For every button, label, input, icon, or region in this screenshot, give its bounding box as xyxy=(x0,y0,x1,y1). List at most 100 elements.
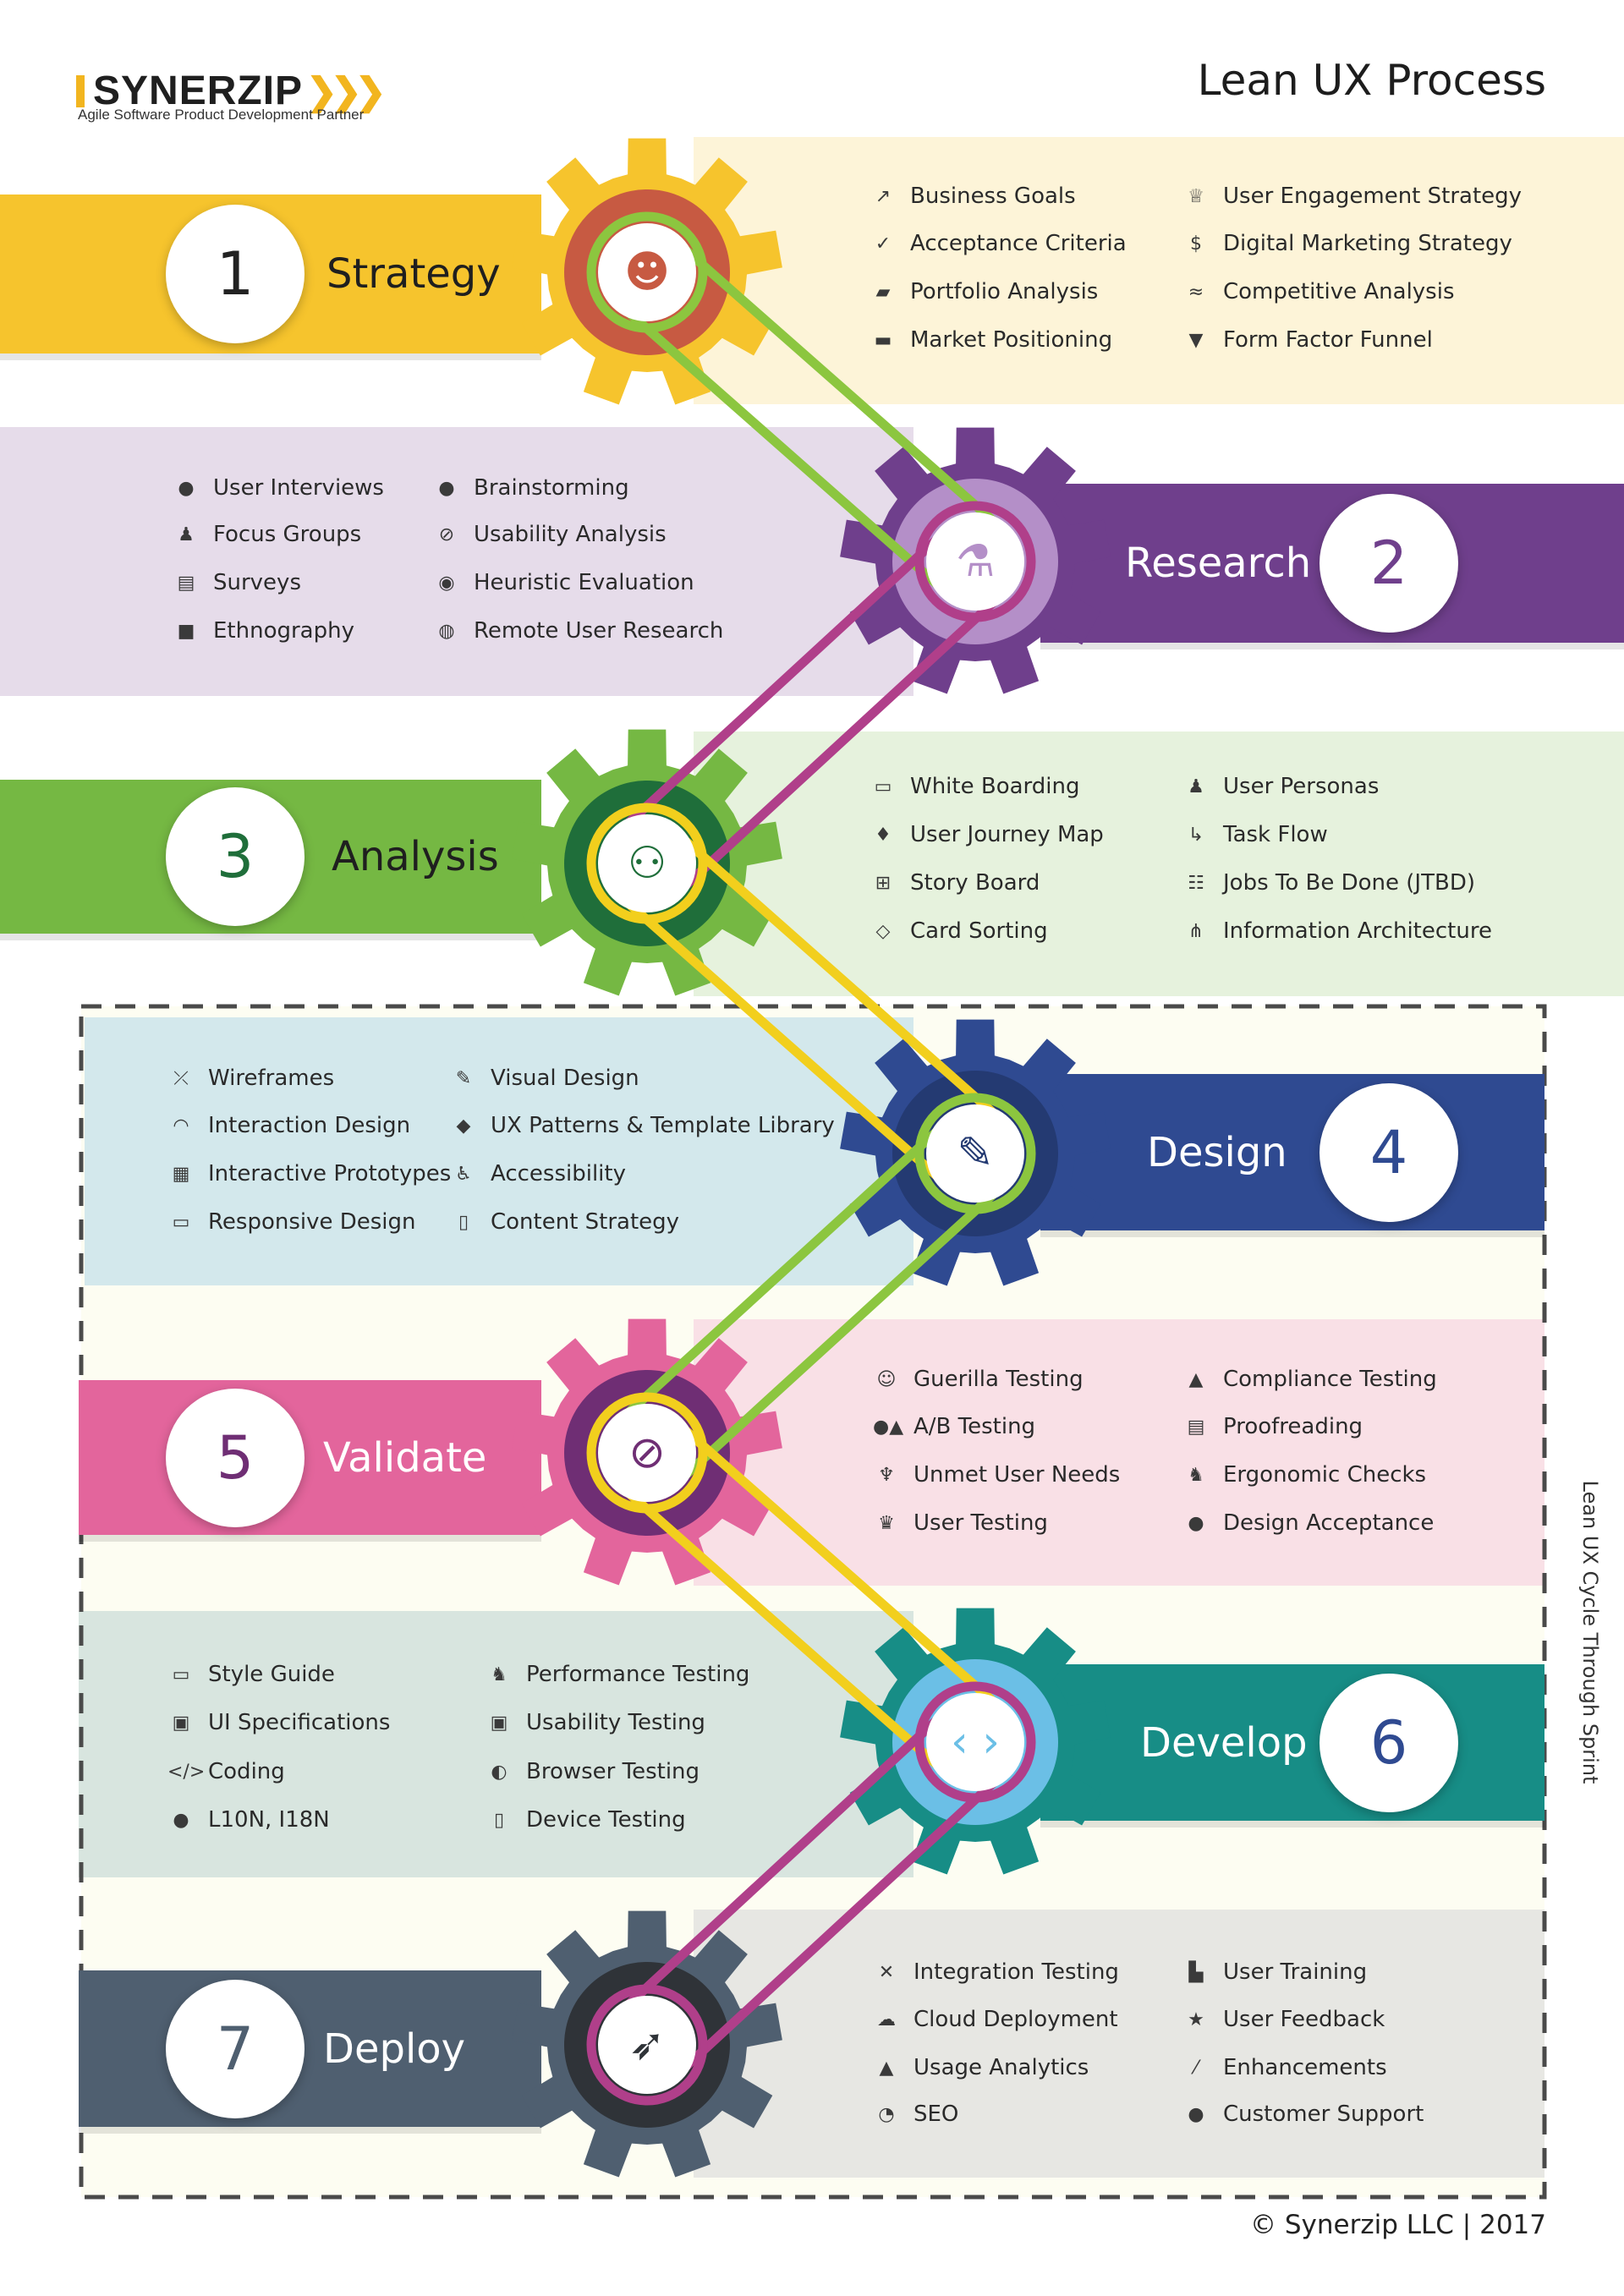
stage-number-7: 7 xyxy=(166,1979,304,2118)
stage-title-strategy: Strategy xyxy=(326,250,501,298)
stage-item-label: Coding xyxy=(208,1759,285,1784)
stage-item-label: Usability Testing xyxy=(526,1710,705,1735)
stage-hub-ring-5 xyxy=(586,1392,708,1514)
stage-3-item: ♦ User Journey Map xyxy=(870,822,1104,847)
copyright-footer: © Synerzip LLC | 2017 xyxy=(1250,2210,1546,2240)
stage-1-item: ≈ Competitive Analysis xyxy=(1182,279,1455,304)
stage-7-item: ● Customer Support xyxy=(1182,2101,1424,2127)
stage-hub-2 xyxy=(926,512,1024,611)
stage-band-shadow-6 xyxy=(1040,1821,1544,1827)
stage-5-item: ▲ Compliance Testing xyxy=(1182,1367,1437,1392)
stage-panel-7 xyxy=(694,1910,1544,2178)
stage-band-shadow-7 xyxy=(79,2127,541,2134)
connector-3-a xyxy=(614,890,952,1190)
stage-3-item: ↳ Task Flow xyxy=(1182,822,1328,847)
stage-3-item: ⋔ Information Architecture xyxy=(1182,918,1492,944)
map-icon: ▰ xyxy=(875,281,891,303)
stage-item-label: SEO xyxy=(914,2101,959,2127)
stage-item-label: Customer Support xyxy=(1223,2101,1424,2127)
support-icon: ● xyxy=(1188,2103,1204,2125)
stage-item-label: Style Guide xyxy=(208,1662,335,1687)
logo-chevrons-icon: ❯❯❯ xyxy=(306,71,387,112)
stage-1-item: ↗ Business Goals xyxy=(870,184,1076,209)
paperclip-icon: ⊘ xyxy=(438,523,455,545)
trophy-icon: ♕ xyxy=(1188,185,1204,207)
stage-4-item: ◆ UX Patterns & Template Library xyxy=(450,1113,835,1138)
stage-panel-1 xyxy=(694,137,1624,404)
stage-item-label: Portfolio Analysis xyxy=(910,279,1099,304)
stage-band-shadow-5 xyxy=(79,1535,541,1542)
stage-item-label: Device Testing xyxy=(526,1807,686,1833)
stage-6-item: ▯ Device Testing xyxy=(486,1807,686,1833)
company-logo: SYNERZIP❯❯❯ xyxy=(76,68,387,114)
stage-hub-7 xyxy=(598,1996,696,2094)
stage-item-label: Digital Marketing Strategy xyxy=(1223,231,1512,256)
stage-item-label: Enhancements xyxy=(1223,2055,1387,2080)
stage-band-shadow-2 xyxy=(1040,643,1624,649)
globe-icon: ◍ xyxy=(438,620,455,642)
stage-item-label: Competitive Analysis xyxy=(1223,279,1455,304)
connector-3-b xyxy=(670,827,1008,1127)
logo-bar-icon xyxy=(76,75,85,107)
stage-item-label: User Interviews xyxy=(213,475,384,501)
stage-item-label: Guerilla Testing xyxy=(914,1367,1084,1392)
video-camera-icon: ■ xyxy=(177,620,195,642)
cloud-icon: ☁ xyxy=(877,2008,896,2030)
star-icon: ★ xyxy=(1188,2008,1204,2030)
accessibility-icon: ♿ xyxy=(455,1163,472,1185)
file-icon: ▤ xyxy=(1187,1416,1205,1438)
stage-item-label: Brainstorming xyxy=(474,475,629,501)
stage-7-item: ▙ User Training xyxy=(1182,1959,1368,1985)
stage-number-3: 3 xyxy=(166,787,304,926)
stage-item-label: User Training xyxy=(1223,1959,1368,1985)
mobile-icon: ▯ xyxy=(493,1809,505,1831)
stage-item-label: UI Specifications xyxy=(208,1710,391,1735)
stage-panel-4 xyxy=(85,1017,914,1285)
layers-icon: ◆ xyxy=(456,1115,471,1137)
flow-branch-icon: ⚇ xyxy=(627,838,667,889)
connector-5-a xyxy=(614,1480,952,1779)
stage-item-label: UX Patterns & Template Library xyxy=(491,1113,835,1138)
journey-icon: ♦ xyxy=(875,824,892,846)
stage-hub-ring-4 xyxy=(914,1093,1036,1214)
connector-layer xyxy=(613,235,1009,2081)
stage-5-item: ♛ User Testing xyxy=(873,1510,1048,1536)
stage-item-label: User Personas xyxy=(1223,774,1380,799)
face-icon: ☺ xyxy=(876,1368,897,1390)
sprint-frame-layer xyxy=(79,1004,1547,2200)
stage-1-item: ▬ Market Positioning xyxy=(870,327,1112,353)
stage-hub-ring-1 xyxy=(586,211,708,333)
rocket-icon: ➶ xyxy=(628,2019,666,2070)
ab-shapes-icon: ●▲ xyxy=(873,1416,904,1438)
stage-item-label: Information Architecture xyxy=(1223,918,1492,944)
stage-item-label: Ethnography xyxy=(213,618,354,644)
flask-icon: ⚗ xyxy=(955,536,996,587)
stage-item-label: Accessibility xyxy=(491,1161,626,1186)
sprint-cycle-label: Lean UX Cycle Through Sprint xyxy=(1578,1480,1602,1784)
stage-6-item: ▭ Style Guide xyxy=(167,1662,335,1687)
stage-6-item: ◐ Browser Testing xyxy=(486,1759,700,1784)
prototype-icon: ▦ xyxy=(172,1163,190,1185)
connector-1-a xyxy=(614,299,952,599)
stage-item-label: Design Acceptance xyxy=(1223,1510,1435,1536)
stage-item-label: Content Strategy xyxy=(491,1209,680,1235)
stage-item-label: Interactive Prototypes xyxy=(208,1161,452,1186)
chart-line-icon: ≈ xyxy=(1188,281,1204,303)
stage-3-item: ☷ Jobs To Be Done (JTBD) xyxy=(1182,870,1475,896)
stage-hub-3 xyxy=(598,814,696,912)
stage-item-label: Usability Analysis xyxy=(474,522,667,547)
stage-item-label: Unmet User Needs xyxy=(914,1462,1121,1488)
user-icon: ♟ xyxy=(1188,775,1204,797)
thumbs-up-icon: ▲ xyxy=(1188,1368,1204,1390)
person-icon: ♆ xyxy=(878,1464,895,1486)
stage-4-item: ▯ Content Strategy xyxy=(450,1209,679,1235)
stage-item-label: Visual Design xyxy=(491,1066,639,1091)
pen-icon: ✎ xyxy=(455,1067,472,1089)
stage-item-label: Browser Testing xyxy=(526,1759,700,1784)
stage-2-item: ● Brainstorming xyxy=(433,475,629,501)
stage-7-item: ▲ Usage Analytics xyxy=(873,2055,1089,2080)
stage-title-design: Design xyxy=(1147,1128,1287,1176)
chat-icon: ● xyxy=(178,477,195,499)
